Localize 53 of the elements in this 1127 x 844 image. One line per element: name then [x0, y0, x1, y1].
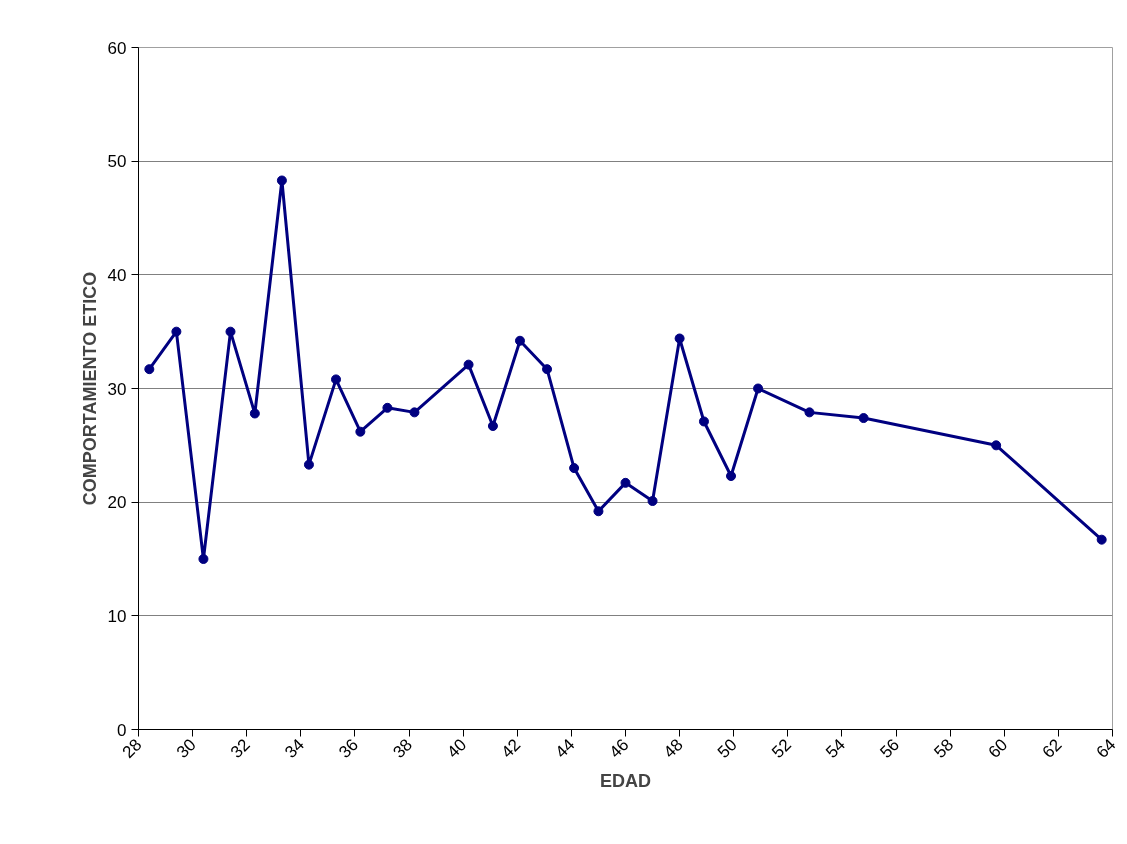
- point: [171, 326, 182, 337]
- x-tick-label: 34: [281, 735, 308, 762]
- y-axis-title: COMPORTAMIENTO ETICO: [79, 271, 100, 506]
- point: [698, 416, 709, 427]
- point: [198, 554, 209, 564]
- point: [409, 407, 420, 418]
- x-tick-label: 38: [389, 735, 417, 762]
- point: [991, 440, 1002, 451]
- point: [542, 364, 553, 375]
- x-tick-label: 46: [605, 735, 633, 762]
- y-tick-label: 40: [107, 265, 127, 285]
- x-tick-label: 44: [551, 735, 579, 762]
- point: [144, 364, 155, 375]
- point: [382, 402, 393, 413]
- point: [331, 374, 342, 385]
- x-tick-label: 48: [659, 735, 687, 762]
- point: [569, 463, 580, 474]
- point: [355, 426, 366, 437]
- point: [804, 407, 815, 418]
- point: [593, 506, 604, 517]
- x-axis-title: EDAD: [600, 771, 652, 792]
- x-tick-label: 56: [876, 735, 904, 762]
- x-tick-label: 42: [497, 735, 525, 762]
- x-tick-label: 50: [713, 735, 741, 762]
- x-tick-label: 40: [443, 735, 471, 762]
- point: [620, 477, 631, 488]
- y-tick-label: 20: [107, 493, 127, 513]
- x-tick-label: 52: [768, 735, 795, 762]
- y-tick-label: 60: [107, 38, 127, 58]
- x-tick-label: 30: [172, 735, 200, 762]
- y-tick-label: 10: [107, 606, 127, 626]
- x-tick-label: 62: [1038, 735, 1066, 762]
- point: [647, 496, 658, 507]
- x-tick-label: 64: [1092, 735, 1120, 762]
- y-tick-label: 50: [107, 152, 127, 172]
- x-tick-label: 32: [226, 735, 254, 762]
- point: [225, 326, 236, 337]
- point: [463, 359, 474, 370]
- point: [276, 175, 287, 186]
- x-tick-label: 60: [984, 735, 1012, 762]
- y-tick-label: 30: [107, 379, 127, 399]
- point: [249, 408, 260, 419]
- point: [726, 471, 737, 482]
- x-tick-label: 58: [930, 735, 958, 762]
- point: [753, 383, 764, 394]
- x-tick-label: 36: [335, 735, 363, 762]
- point: [674, 333, 685, 344]
- point: [1096, 534, 1107, 545]
- point: [514, 335, 525, 346]
- point: [303, 459, 314, 470]
- x-tick-label: 54: [822, 735, 850, 762]
- point: [487, 421, 498, 431]
- point: [858, 413, 869, 424]
